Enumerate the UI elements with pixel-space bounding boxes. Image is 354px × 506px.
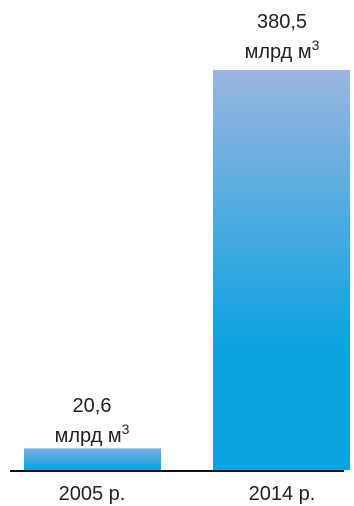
bar-2014 [213,70,350,470]
value-label-2005-unit-text: млрд м [55,425,122,447]
value-label-2014-number: 380,5 [257,11,307,33]
value-labels: 20,6 млрд м3 380,5 млрд м3 [55,11,320,447]
value-label-2005-superscript: 3 [122,421,130,437]
value-label-2005-number: 20,6 [73,395,112,417]
value-label-2014-unit-text: млрд м [245,41,312,63]
category-label-2005: 2005 р. [59,483,126,505]
bar-2005 [24,448,161,470]
category-labels: 2005 р. 2014 р. [59,483,316,505]
value-label-2005-unit: млрд м3 [55,421,130,447]
value-label-2014-superscript: 3 [312,37,320,53]
category-label-2014: 2014 р. [249,483,316,505]
bars-group [24,70,350,470]
value-label-2014-unit: млрд м3 [245,37,320,63]
